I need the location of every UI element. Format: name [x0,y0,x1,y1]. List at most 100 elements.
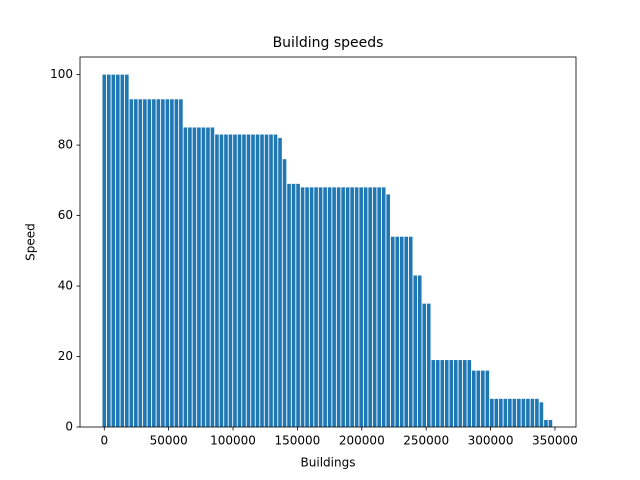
y-tick-label: 40 [58,279,73,293]
bar [494,398,499,427]
bar [246,134,251,427]
bar [490,398,494,427]
bar [390,236,395,427]
bar [296,183,300,427]
bar [309,187,314,427]
bar [544,419,548,427]
bar [179,99,183,428]
bar [278,138,282,428]
bar [287,183,291,427]
x-tick-label: 350000 [532,434,578,448]
bar [485,370,490,427]
bar [481,370,485,427]
bar [174,99,179,428]
bar [188,127,192,427]
bar [512,398,517,427]
bar [472,370,476,427]
bar [138,99,143,428]
bar [548,419,553,427]
bar [242,134,246,427]
x-tick-label: 200000 [339,434,385,448]
bar [440,360,445,427]
x-tick-label: 100000 [210,434,256,448]
bar [269,134,273,427]
bar [399,236,404,427]
bar [111,74,116,427]
bar [219,134,224,427]
bar [102,74,107,427]
bar [458,360,463,427]
bar [345,187,350,427]
bar [413,275,418,427]
bar [435,360,440,427]
bar [332,187,336,427]
x-tick-label: 250000 [403,434,449,448]
bar [422,303,427,427]
bar [305,187,309,427]
bar [314,187,318,427]
bar [156,99,161,428]
bar [408,236,413,427]
bar [192,127,197,427]
x-axis-label: Buildings [301,456,356,470]
bar [197,127,201,427]
bar [417,275,422,427]
bar [395,236,400,427]
bar [215,134,219,427]
x-tick-label: 50000 [150,434,188,448]
bar [404,236,409,427]
bar [260,134,264,427]
bar [152,99,156,428]
bar [323,187,327,427]
bar [165,99,170,428]
axes-frame [79,56,577,428]
y-tick-label: 100 [50,67,73,81]
bar [264,134,269,427]
bar [291,183,296,427]
bar [273,134,278,427]
bar [350,187,354,427]
bar [341,187,345,427]
bar [526,398,530,427]
bar [431,360,436,427]
bar [444,360,449,427]
bar [381,187,386,427]
y-axis-label: Speed [24,223,38,261]
bar [210,127,215,427]
bar [453,360,458,427]
bar [426,303,431,427]
bar [143,99,147,428]
bar [170,99,174,428]
bar [517,398,521,427]
bar [539,402,544,427]
x-tick-label: 300000 [468,434,514,448]
bar [116,74,120,427]
bar [120,74,125,427]
x-tick-label: 150000 [275,434,321,448]
bar [134,99,138,428]
bar [449,360,454,427]
bar [377,187,381,427]
bar [363,187,368,427]
bar [372,187,377,427]
y-tick-label: 20 [58,349,73,363]
bar [386,194,390,427]
bar [354,187,359,427]
bar [282,159,287,427]
bar [318,187,323,427]
bar [255,134,260,427]
bar [327,187,332,427]
bar [476,370,481,427]
bar [535,398,539,427]
bar [228,134,233,427]
bar [201,127,206,427]
bar [359,187,363,427]
bar [183,127,188,427]
bar [368,187,372,427]
bar [521,398,526,427]
y-tick-label: 60 [58,208,73,222]
bar [147,99,152,428]
bar [462,360,467,427]
bar [503,398,508,427]
